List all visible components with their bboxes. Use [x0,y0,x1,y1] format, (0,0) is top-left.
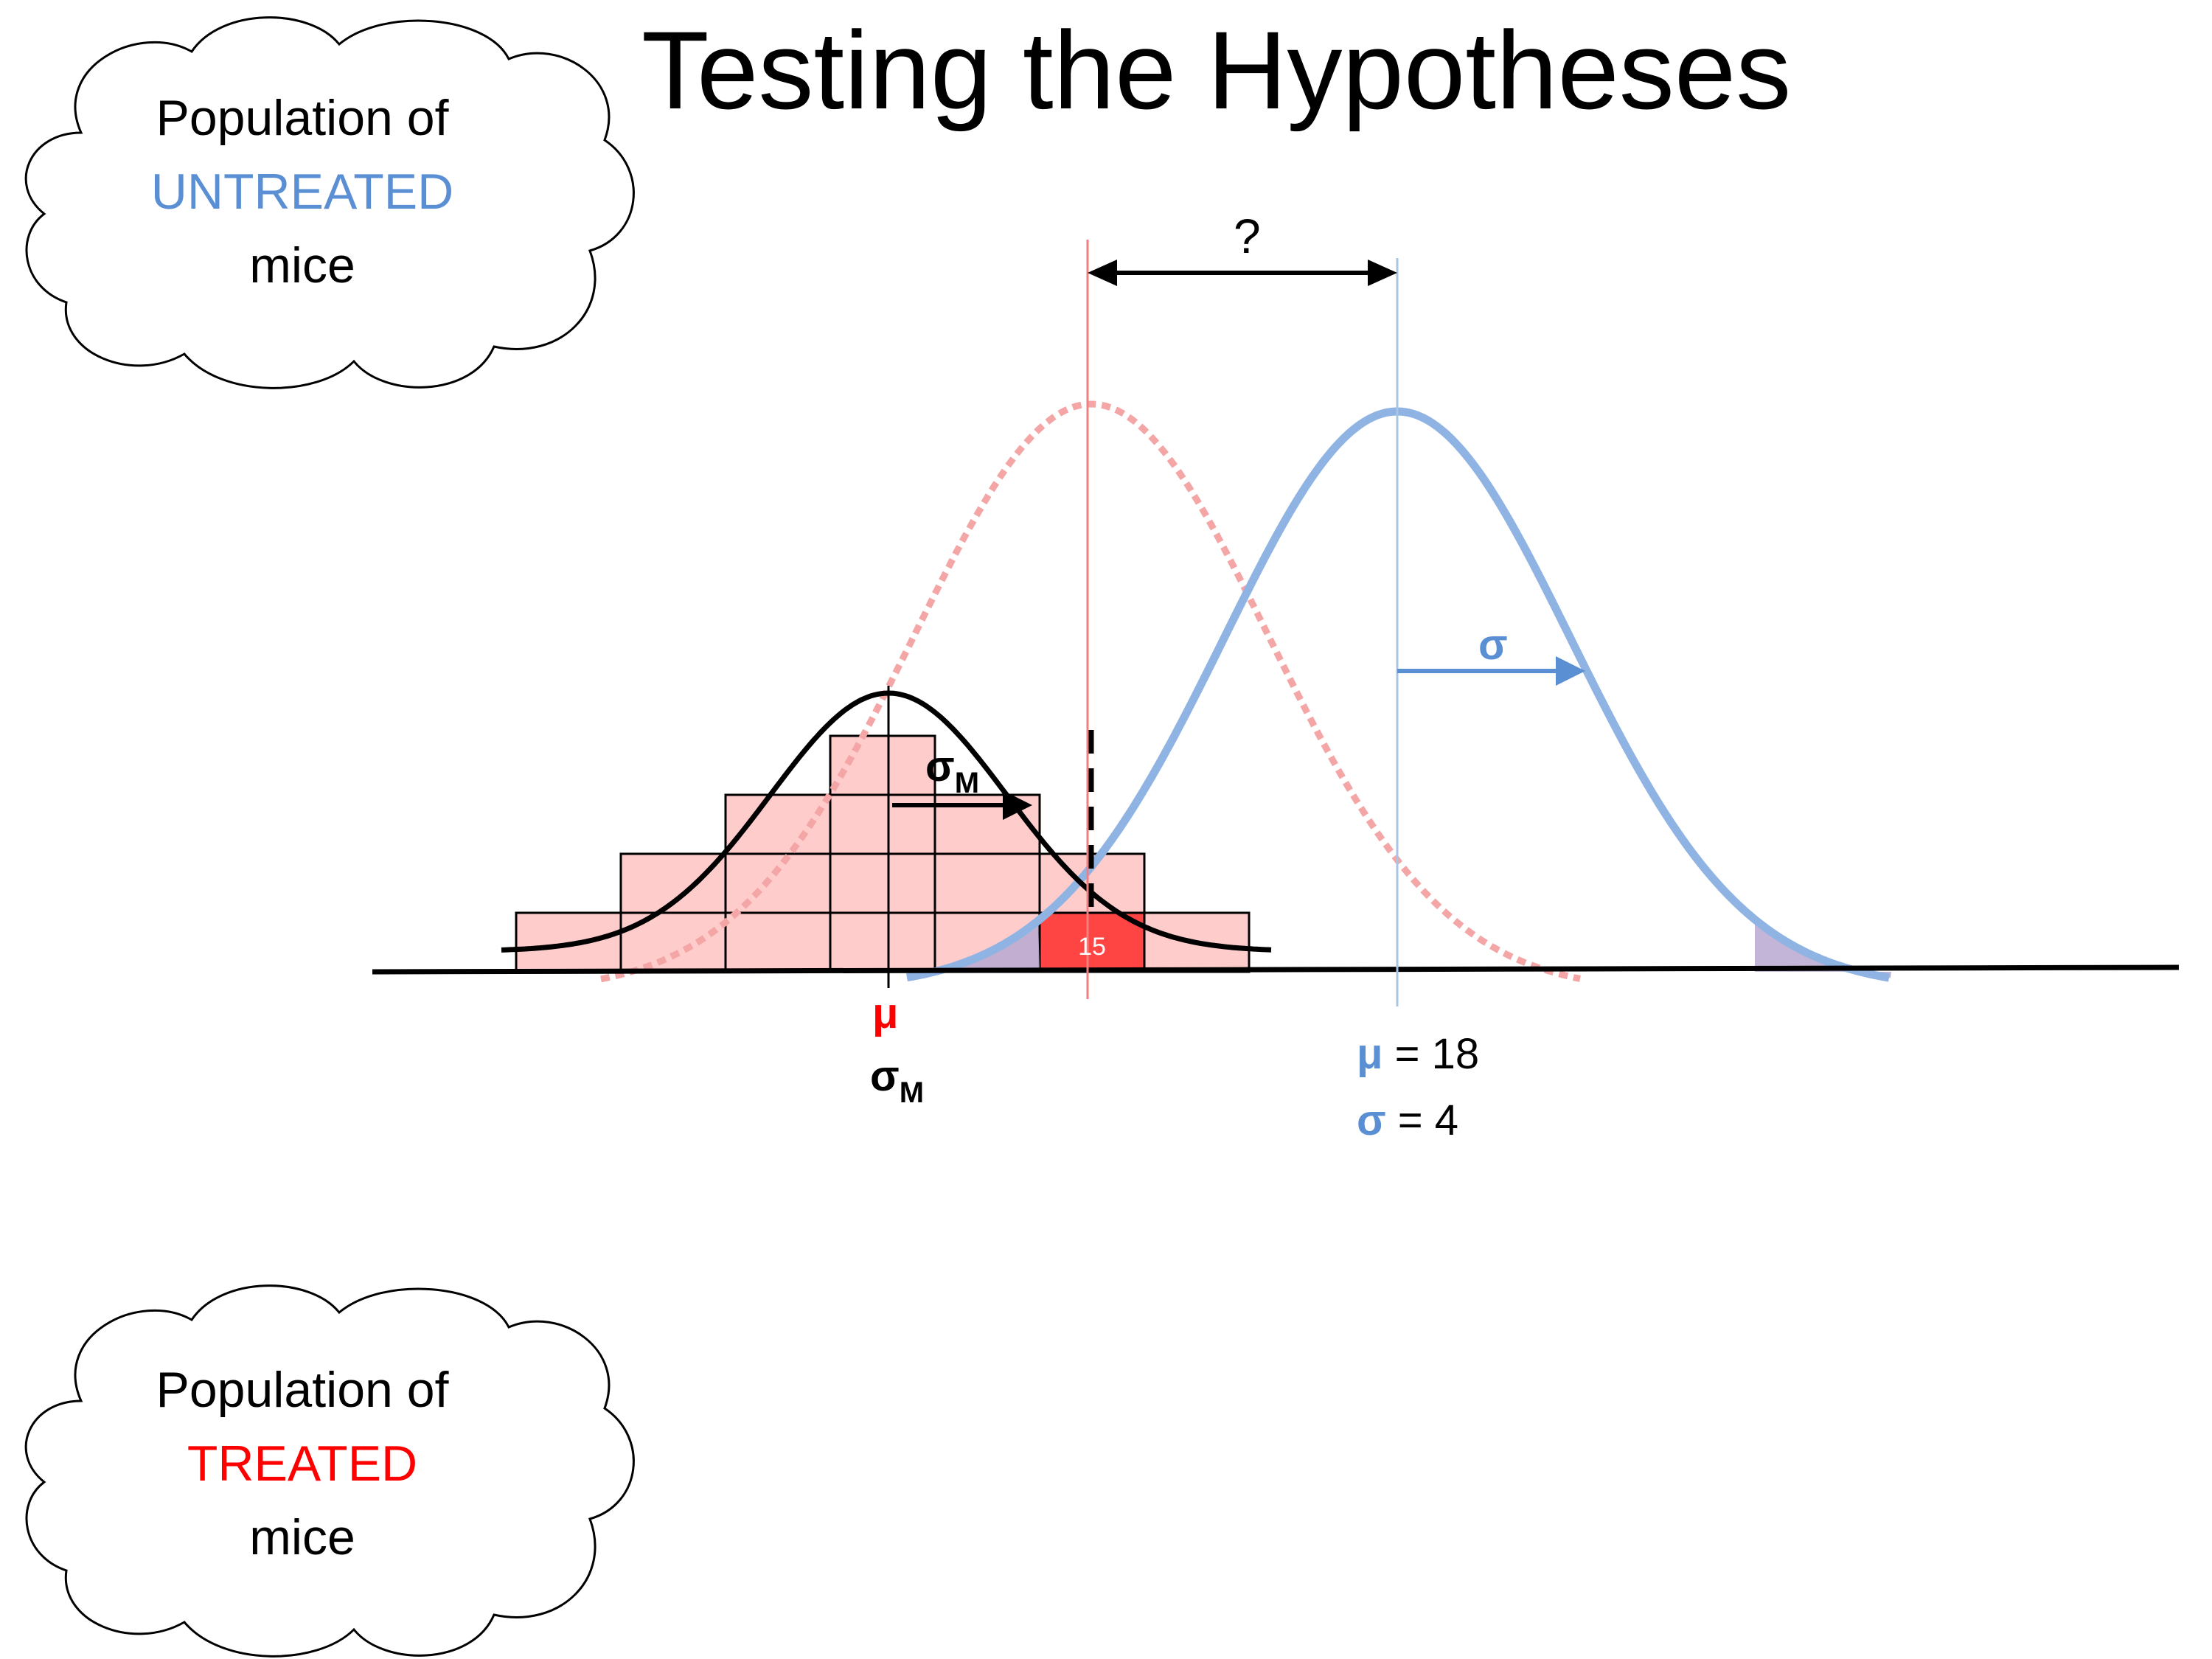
difference-question-label: ? [1234,209,1261,263]
highlighted-sample-box [1038,911,1146,973]
cloud-untreated-line2: UNTREATED [150,164,454,220]
sigma-m-arrow-symbol: σ [925,742,955,790]
sample-box-value: 15 [1078,933,1106,961]
treated-mu-label: μ [872,990,899,1037]
right-tail-shade [1755,919,1891,978]
untreated-mu-symbol: μ [1357,1030,1383,1078]
page-title: Testing the Hypotheses [641,8,1792,132]
cloud-untreated-line3: mice [249,237,355,293]
treated-dashed-curve [600,400,1581,983]
sigma-m-arrow-subscript: M [954,767,980,799]
cloud-treated-line2: TREATED [187,1436,418,1492]
sampling-distribution-curve [501,690,1272,953]
histogram-box [829,852,936,914]
histogram-box [724,852,832,914]
untreated-mu-row: μ = 18 [1357,1029,1479,1080]
untreated-sigma-symbol: σ [1357,1096,1386,1144]
histogram-box [829,734,936,796]
treated-sigma-m-subscript: M [899,1077,925,1109]
x-axis [372,964,2180,975]
sigma-m-arrow [892,790,1032,820]
sigma-arrow [1397,656,1585,686]
histogram-box [619,911,727,973]
untreated-mu-value: = 18 [1382,1030,1480,1078]
cloud-untreated-label: Population of UNTREATED mice [111,81,494,302]
sigma-m-arrow-label: σM [925,741,980,799]
sample-mean-histogram [515,734,1251,973]
treated-sigma-m-symbol: σ [870,1052,900,1100]
difference-arrow [1088,260,1397,286]
treated-sigma-m-label: σM [870,1051,925,1109]
cloud-treated-line3: mice [249,1509,355,1565]
untreated-sigma-row: σ = 4 [1357,1095,1458,1147]
untreated-sigma-value: = 4 [1385,1096,1459,1144]
histogram-box [724,911,832,973]
histogram-box [829,911,936,973]
histogram-box [933,852,1041,914]
cloud-treated-label: Population of TREATED mice [111,1353,494,1574]
cloud-untreated-shape [24,16,635,389]
left-tail-shade [908,920,1040,978]
cloud-untreated-line1: Population of [156,90,449,146]
cloud-treated-shape [24,1284,635,1658]
sigma-arrow-label: σ [1478,621,1508,669]
cloud-treated-line1: Population of [156,1362,449,1418]
